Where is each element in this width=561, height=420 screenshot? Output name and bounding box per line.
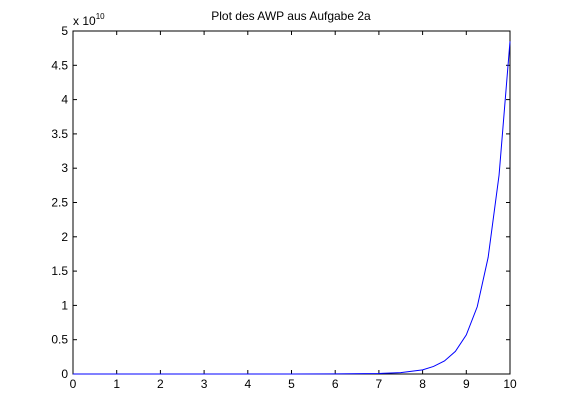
y-axis-multiplier: x 1010	[73, 12, 105, 28]
x-tick-label: 1	[113, 377, 120, 391]
x-tick-label: 10	[503, 377, 517, 391]
y-multiplier-exponent: 10	[96, 12, 105, 21]
x-tick-label: 9	[463, 377, 470, 391]
x-tick-label: 0	[70, 377, 77, 391]
x-tick-label: 2	[157, 377, 164, 391]
y-axis-ticks: 0 0.5 1 1.5 2 2.5 3 3.5 4 4.5 5	[51, 24, 510, 381]
x-tick-label: 5	[288, 377, 295, 391]
plot-area	[72, 30, 511, 375]
series-layer	[73, 41, 511, 375]
y-tick-label: 5	[61, 24, 68, 38]
x-axis-ticks: 0 1 2 3 4 5 6 7 8 9 10	[70, 31, 517, 391]
y-multiplier-base: x 10	[73, 14, 96, 28]
y-tick-label: 4.5	[51, 58, 68, 72]
x-tick-label: 8	[419, 377, 426, 391]
y-tick-label: 0	[61, 367, 68, 381]
y-tick-label: 1	[61, 298, 68, 312]
chart-title: Plot des AWP aus Aufgabe 2a	[211, 9, 371, 23]
y-tick-label: 2.5	[51, 196, 68, 210]
y-tick-label: 3	[61, 161, 68, 175]
y-tick-label: 0.5	[51, 333, 68, 347]
y-tick-label: 4	[61, 93, 68, 107]
x-tick-label: 4	[244, 377, 251, 391]
x-tick-label: 3	[201, 377, 208, 391]
y-tick-label: 1.5	[51, 264, 68, 278]
y-tick-label: 2	[61, 230, 68, 244]
series-line-0	[73, 41, 511, 375]
x-tick-label: 7	[376, 377, 383, 391]
x-tick-label: 6	[332, 377, 339, 391]
y-tick-label: 3.5	[51, 127, 68, 141]
